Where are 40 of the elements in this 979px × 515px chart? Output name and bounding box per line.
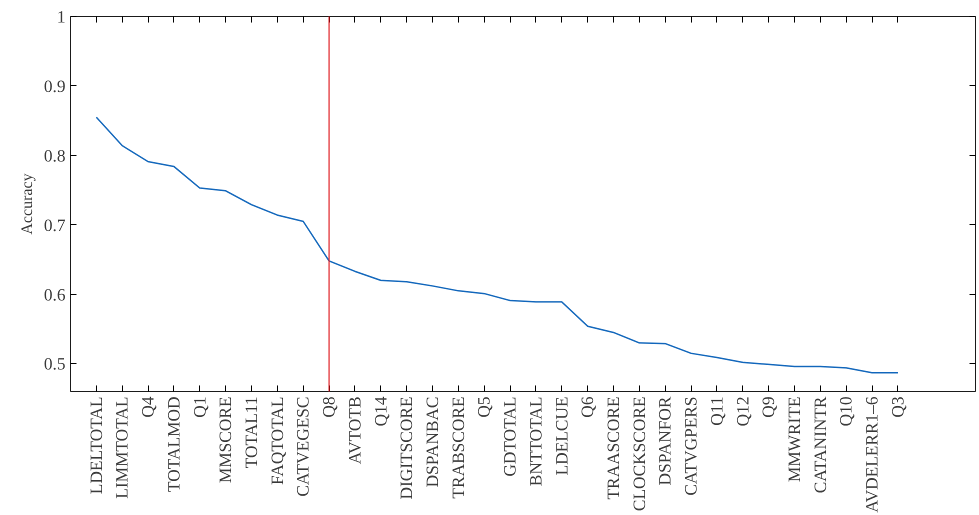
x-tick-label: GDTOTAL	[500, 396, 520, 477]
x-tick-label: Q6	[578, 396, 598, 418]
x-tick-label: CATVGPERS	[682, 396, 701, 496]
x-tick-label: LIMMTOTAL	[112, 396, 132, 499]
x-tick-label: Q9	[759, 396, 778, 418]
x-tick-label: CLOCKSCORE	[630, 396, 649, 512]
x-tick-label: MMWRITE	[785, 396, 804, 482]
x-tick-label: Q1	[190, 396, 210, 418]
x-tick-label: Q4	[138, 396, 158, 418]
x-tick-label: Q5	[474, 396, 494, 418]
y-tick-label: 0.8	[44, 146, 66, 166]
y-tick-label: 0.6	[44, 285, 66, 304]
x-tick-label: TRABSCORE	[448, 396, 468, 499]
x-tick-label: TOTALMOD	[164, 396, 184, 492]
x-tick-label: Q3	[888, 396, 908, 418]
y-axis-title: Accuracy	[18, 173, 36, 235]
x-tick-label: DIGITSCORE	[397, 396, 416, 500]
x-tick-label: Q12	[733, 396, 752, 426]
x-tick-label: BNTTOTAL	[526, 396, 546, 486]
x-tick-label: CATVEGESC	[294, 396, 313, 497]
x-tick-label: LDELCUE	[552, 396, 572, 476]
line-series	[96, 116, 899, 374]
x-tick-label: TRAASCORE	[604, 396, 623, 500]
x-tick-label: Q8	[320, 396, 339, 418]
x-tick-label: TOTAL11	[242, 396, 261, 468]
y-tick-label: 1	[56, 8, 66, 26]
y-tick-label: 0.7	[44, 216, 66, 235]
y-tick-label: 0.5	[44, 354, 66, 374]
x-tick-label: FAQTOTAL	[268, 396, 287, 485]
x-tick-label: DSPANFOR	[656, 396, 675, 486]
x-tick-label: AVDELERR1–6	[862, 396, 882, 513]
x-tick-label: Q10	[836, 396, 856, 426]
x-tick-label: DSPANBAC	[423, 396, 442, 488]
x-tick-label: Q11	[707, 396, 726, 426]
x-tick-label: AVTOTB	[345, 396, 364, 464]
x-tick-label: Q14	[371, 396, 390, 426]
x-tick-label: MMSCORE	[216, 396, 236, 484]
y-tick-label: 0.9	[44, 76, 66, 96]
x-tick-label: LDELTOTAL	[86, 396, 106, 494]
x-tick-label: CATANINTR	[810, 396, 830, 494]
